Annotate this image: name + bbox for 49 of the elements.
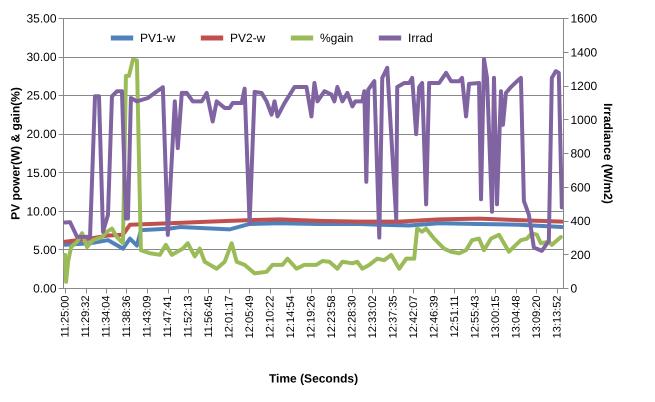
x-tick-label: 12:01:17 — [223, 296, 236, 338]
y-tick-label: 30.00 — [26, 50, 57, 64]
legend-label: Irrad — [408, 31, 433, 45]
x-tick-label: 12:05:49 — [244, 296, 256, 338]
x-tick-label: 11:43:09 — [142, 296, 154, 338]
y-tick-label: 5.00 — [33, 242, 57, 257]
x-tick-label: 13:00:15 — [490, 296, 502, 338]
x-tick-label: 12:14:54 — [284, 296, 297, 338]
y2-tick-label: 200 — [570, 248, 591, 262]
x-tick-label: 12:10:22 — [264, 296, 276, 338]
y2-tick-label: 1200 — [570, 79, 598, 93]
x-tick-label: 12:42:07 — [408, 296, 420, 338]
x-tick-label: 11:29:32 — [80, 296, 92, 338]
x-tick-label: 12:37:35 — [387, 296, 400, 338]
legend-label: PV1-w — [140, 31, 176, 45]
y-tick-label: 10.00 — [26, 204, 57, 218]
y-axis-title: PV power(W) & gain(%) — [8, 87, 22, 220]
y2-tick-label: 0 — [570, 282, 578, 296]
x-axis-title: Time (Seconds) — [268, 371, 358, 386]
x-tick-label: 13:04:48 — [510, 296, 522, 338]
legend-label: %gain — [320, 31, 354, 45]
y-tick-label: 25.00 — [26, 88, 57, 103]
y-tick-label: 15.00 — [26, 166, 57, 180]
y-tick-label: 0.00 — [33, 282, 57, 296]
y-tick-label: 35.00 — [26, 12, 57, 26]
x-tick-label: 12:23:58 — [326, 296, 338, 338]
x-tick-label: 11:56:45 — [202, 296, 215, 338]
x-tick-label: 13:13:52 — [551, 296, 564, 338]
y2-axis-title: Irradiance (W/m2) — [601, 103, 616, 204]
x-tick-label: 11:47:41 — [162, 296, 174, 338]
y2-tick-label: 1000 — [570, 112, 598, 127]
x-tick-label: 12:46:39 — [428, 296, 440, 338]
x-tick-label: 12:55:43 — [469, 296, 482, 338]
x-tick-label: 11:52:13 — [182, 296, 195, 338]
legend-label: PV2-w — [230, 31, 266, 45]
x-tick-label: 12:28:30 — [346, 296, 358, 338]
x-tick-label: 11:25:00 — [60, 296, 72, 338]
y2-tick-label: 400 — [570, 214, 591, 228]
y2-tick-label: 600 — [570, 180, 591, 194]
y-tick-label: 20.00 — [26, 127, 57, 142]
x-tick-label: 12:51:11 — [448, 296, 461, 338]
y2-tick-label: 1400 — [570, 45, 598, 60]
x-tick-label: 12:19:26 — [305, 296, 318, 338]
y2-tick-label: 800 — [570, 146, 591, 160]
x-tick-label: 11:38:36 — [120, 296, 133, 338]
x-tick-label: 11:34:04 — [100, 296, 113, 338]
y2-tick-label: 1600 — [570, 12, 598, 26]
x-tick-label: 13:09:20 — [530, 296, 543, 338]
x-tick-label: 12:33:02 — [366, 296, 379, 338]
